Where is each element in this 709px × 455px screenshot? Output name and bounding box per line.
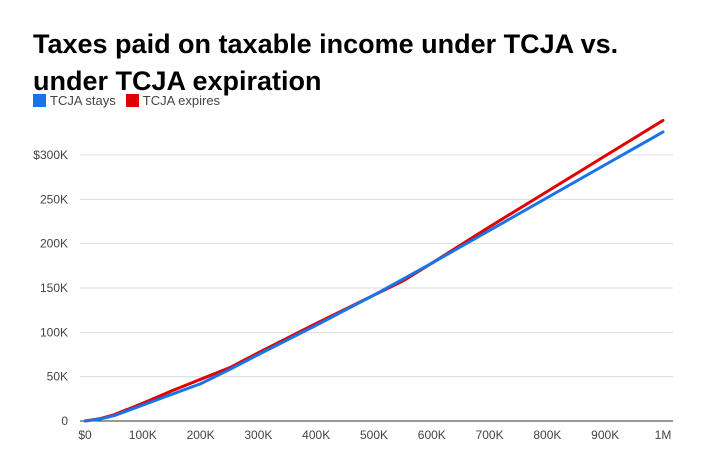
y-tick-label: $300K xyxy=(33,148,68,162)
series-line-tcja-stays xyxy=(83,130,665,423)
y-tick-label: 150K xyxy=(40,281,68,295)
y-axis-ticks: 0 50K 100K 150K 200K 250K $300K xyxy=(33,148,68,428)
x-tick-label: 200K xyxy=(187,428,215,442)
grid-lines xyxy=(80,154,673,422)
x-tick-label: 300K xyxy=(244,428,272,442)
legend-item-tcja-expires: TCJA expires xyxy=(125,93,221,108)
x-tick-label: 100K xyxy=(129,428,157,442)
y-tick-label: 0 xyxy=(61,414,68,428)
y-tick-label: 200K xyxy=(40,237,68,251)
x-tick-label: 600K xyxy=(418,428,446,442)
legend-label-tcja-stays: TCJA stays xyxy=(50,93,116,108)
y-tick-label: 100K xyxy=(40,325,68,339)
y-tick-label: 250K xyxy=(40,192,68,206)
x-tick-label: 400K xyxy=(302,428,330,442)
legend-item-tcja-stays: TCJA stays xyxy=(33,93,116,108)
x-tick-label: 1M xyxy=(655,428,672,442)
legend-label-tcja-expires: TCJA expires xyxy=(142,93,221,108)
legend-swatch-tcja-expires xyxy=(125,94,139,107)
x-tick-label: 500K xyxy=(360,428,388,442)
series-lines xyxy=(83,118,665,423)
x-tick-label: $0 xyxy=(78,428,92,442)
x-tick-label: 800K xyxy=(533,428,561,442)
x-tick-label: 700K xyxy=(476,428,504,442)
y-tick-label: 50K xyxy=(47,370,68,384)
x-axis-ticks: $0 100K 200K 300K 400K 500K 600K 700K 800K 900K 1M xyxy=(78,428,671,442)
legend-swatch-tcja-stays xyxy=(33,94,46,107)
x-tick-label: 900K xyxy=(591,428,619,442)
chart-legend: TCJA stays TCJA expires xyxy=(33,93,230,108)
chart-title: Taxes paid on taxable income under TCJA … xyxy=(33,29,619,96)
series-line-tcja-expires xyxy=(83,118,665,423)
